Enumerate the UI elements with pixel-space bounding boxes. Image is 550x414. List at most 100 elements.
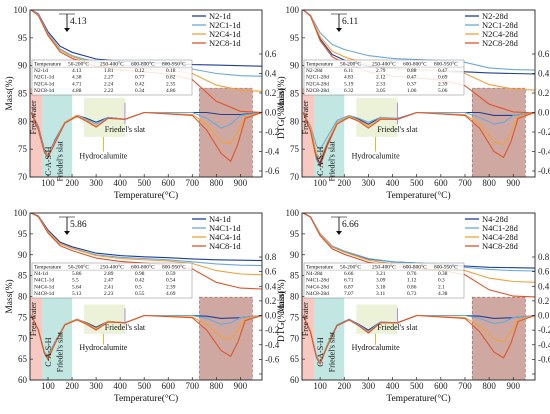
x-tick-label: 200 (338, 381, 352, 391)
table-cell: 6.87 (344, 284, 354, 290)
annotation-friedels-salt-2: Friedel's slat (105, 323, 146, 332)
table-cell: 0.18 (166, 68, 176, 74)
table-header-cell: 600-800°C (131, 61, 155, 68)
y-tick-label: 90 (18, 250, 28, 260)
annotation-free-water: Free water (301, 302, 310, 336)
table-cell: 0.54 (166, 278, 176, 284)
y2-axis-label: DTG(%/min) (276, 88, 287, 139)
table-cell: 2.33 (376, 81, 386, 87)
y2-tick-label: -0.4 (265, 340, 280, 350)
annotation-friedels-salt-2: Friedel's slat (105, 125, 146, 134)
x-tick-label: 400 (386, 381, 400, 391)
mass-loss-arrow-head (336, 231, 342, 235)
y-tick-label: 80 (18, 292, 28, 302)
tg-curve-N4C8-1d (30, 212, 263, 290)
dtg-curve-N4C4-1d (30, 314, 263, 359)
table-cell: 4.38 (438, 291, 448, 297)
y-tick-label: 75 (290, 144, 300, 154)
y2-tick-label: 0.2 (265, 296, 276, 306)
table-cell: 0.42 (135, 278, 145, 284)
dtg-curve-N4C1-28d (302, 314, 536, 363)
y-tick-label: 80 (290, 292, 300, 302)
table-cell: 2.12 (376, 75, 386, 81)
x-tick-label: 900 (507, 381, 521, 391)
annotation-friedels-salt-2: Friedel's slat (377, 323, 418, 332)
table-header-cell: 600-800°C (131, 264, 155, 271)
y2-tick-label: 0.0 (538, 108, 550, 118)
table-cell: 0.5 (135, 284, 142, 290)
y2-tick-label: -0.6 (265, 354, 280, 364)
table-cell: N4C4-1d (34, 284, 54, 290)
hydrocalumite-zone (84, 97, 125, 137)
x-tick-label: 600 (434, 178, 448, 188)
table-cell: 7.07 (344, 291, 354, 297)
x-tick-label: 300 (362, 178, 376, 188)
table-cell: 0.12 (135, 68, 145, 74)
table-cell: 0.47 (407, 75, 417, 81)
x-tick-label: 100 (313, 178, 327, 188)
legend-label: N2-28d (482, 11, 509, 21)
dtg-curve-N2-28d (302, 111, 536, 165)
mass-loss-value: 4.13 (70, 17, 87, 27)
table-cell: 2.27 (104, 75, 114, 81)
table-cell: 4.86 (166, 88, 176, 94)
x-tick-label: 300 (89, 381, 103, 391)
y-axis-label: Mass(%) (4, 279, 15, 313)
mass-loss-value: 6.11 (342, 17, 359, 27)
x-tick-label: 600 (161, 381, 175, 391)
x-tick-label: 800 (210, 381, 224, 391)
table-header-cell: Temperature (34, 62, 62, 68)
table-header-cell: 50-200°C (68, 264, 89, 271)
dtg-curve-N4C8-28d (302, 314, 536, 366)
free-water-zone (30, 88, 43, 177)
y-tick-label: 95 (290, 33, 300, 43)
y2-tick-label: 0.6 (538, 49, 550, 59)
y2-tick-label: -0.6 (538, 166, 550, 176)
y-tick-label: 90 (290, 61, 300, 71)
legend-label: N2C4-1d (209, 29, 241, 39)
y-tick-label: 85 (18, 271, 28, 281)
x-tick-label: 800 (482, 381, 496, 391)
table-cell: 0.42 (135, 81, 145, 87)
y2-tick-label: 0.2 (538, 296, 549, 306)
c-a-s-h-zone (314, 297, 345, 380)
table-header-cell: Temperature (306, 62, 334, 68)
table-header-cell: 50-200°C (68, 61, 89, 68)
table-cell: N2C4-1d (34, 81, 54, 87)
table-cell: 0.86 (407, 284, 417, 290)
y2-tick-label: 0.2 (538, 88, 549, 98)
table-cell: 4.13 (72, 68, 82, 74)
table-cell: 5.13 (72, 291, 82, 297)
x-tick-label: 400 (386, 178, 400, 188)
y2-tick-label: 0.8 (265, 252, 277, 262)
table-cell: 0.34 (135, 88, 145, 94)
table-header-cell: 250-400°C (372, 264, 396, 271)
y-tick-label: 90 (18, 61, 28, 71)
x-tick-label: 500 (410, 381, 424, 391)
table-cell: N4C4-28d (306, 284, 329, 290)
table-cell: 2.79 (376, 68, 386, 74)
table-header-cell: 800-950°C (162, 61, 186, 68)
table-cell: 2.24 (104, 81, 114, 87)
x-tick-label: 900 (507, 178, 521, 188)
x-axis-label: Temperature(°C) (114, 190, 178, 201)
dtg-curve-N2C8-28d (302, 111, 536, 168)
friedels-salt-zone (471, 87, 526, 178)
y-tick-label: 70 (18, 333, 28, 343)
table-header-cell: 50-200°C (340, 61, 361, 68)
c-a-s-h-zone (42, 88, 73, 177)
table-cell: 4.69 (166, 291, 176, 297)
y-tick-label: 70 (290, 172, 300, 182)
y-tick-label: 95 (18, 229, 28, 239)
table-cell: N4C1-28d (306, 278, 329, 284)
table-cell: 0.55 (135, 291, 145, 297)
table-cell: 2.41 (104, 284, 114, 290)
legend-label: N4-1d (209, 214, 231, 224)
y2-tick-label: -0.4 (538, 147, 550, 157)
y2-tick-label: 0.2 (265, 88, 276, 98)
y-axis-label: Mass(%) (4, 76, 15, 110)
table-cell: 4.38 (72, 75, 82, 81)
table-cell: 2.1 (438, 284, 445, 290)
chart-panel-N4-1d: 100 200 300 400 500 600 700 800 900 60 65 70 75 80 85 9… (4, 208, 287, 404)
table-header-cell: Temperature (34, 265, 62, 271)
